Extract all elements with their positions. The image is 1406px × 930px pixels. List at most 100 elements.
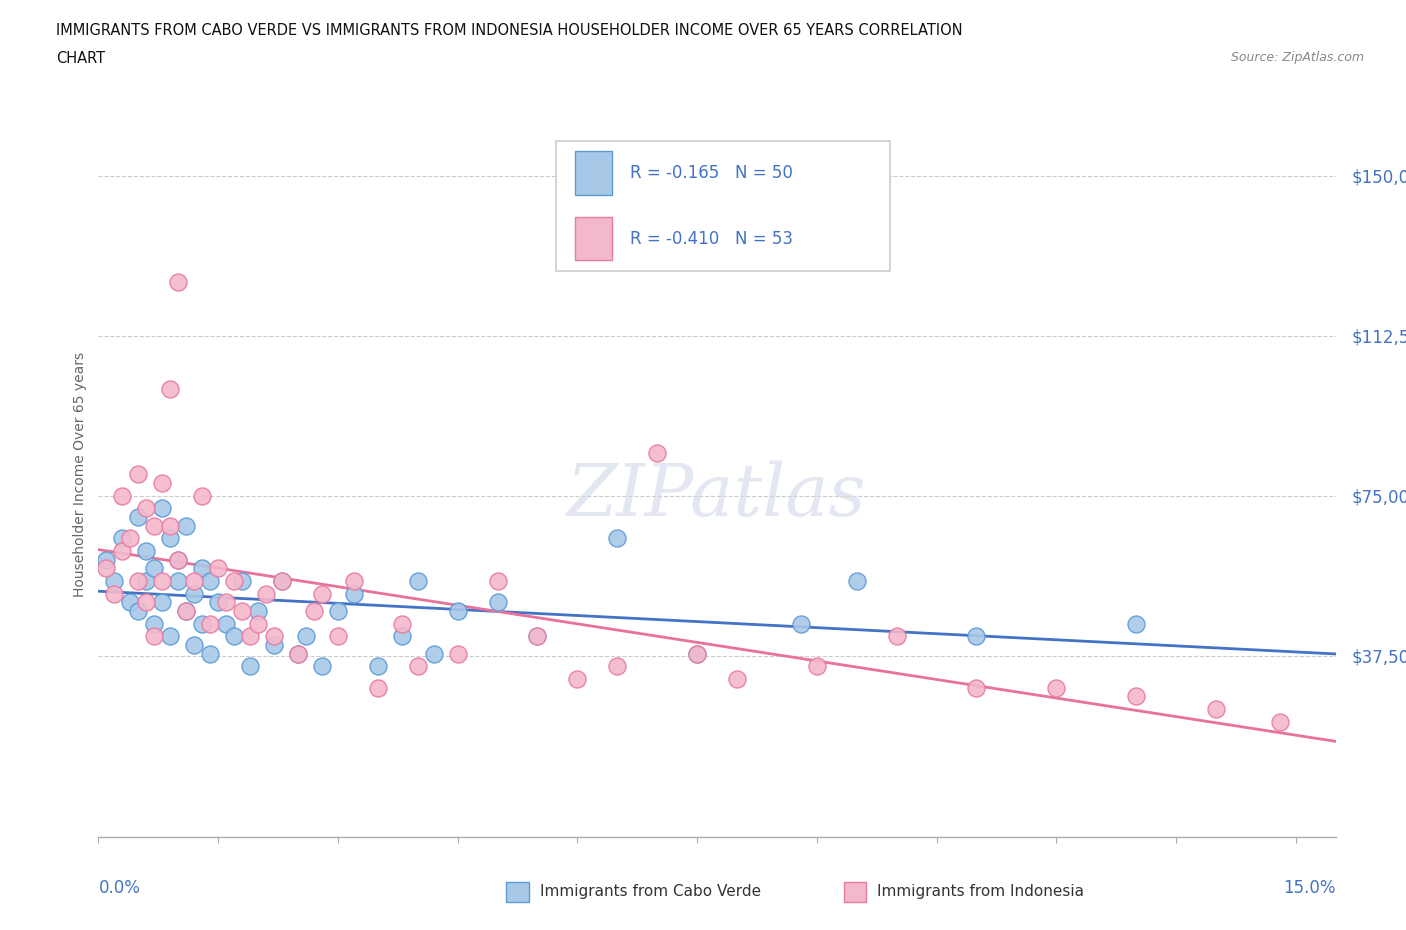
Point [127,604,149,618]
Point [966,680,988,695]
Point [135,574,157,589]
Text: Source: ZipAtlas.com: Source: ZipAtlas.com [1230,51,1364,64]
Point [207,561,229,576]
Point [367,680,389,695]
Point [311,586,333,601]
Point [135,501,157,516]
Point [606,531,628,546]
Point [135,544,157,559]
Point [191,488,214,503]
Text: CHART: CHART [56,51,105,66]
Point [159,518,181,533]
Point [391,617,413,631]
Point [135,595,157,610]
Y-axis label: Householder Income Over 65 years: Householder Income Over 65 years [73,352,87,597]
Point [167,574,190,589]
Text: 0.0%: 0.0% [98,879,141,897]
Text: IMMIGRANTS FROM CABO VERDE VS IMMIGRANTS FROM INDONESIA HOUSEHOLDER INCOME OVER : IMMIGRANTS FROM CABO VERDE VS IMMIGRANTS… [56,23,963,38]
Point [845,574,868,589]
Text: Immigrants from Cabo Verde: Immigrants from Cabo Verde [540,884,761,899]
Point [150,595,173,610]
Point [311,658,333,673]
Point [263,638,285,653]
Point [198,646,221,661]
Point [96,561,118,576]
FancyBboxPatch shape [575,152,612,195]
Point [111,488,134,503]
Point [174,604,197,618]
Point [1268,714,1291,729]
Point [167,552,190,567]
Text: R = -0.410   N = 53: R = -0.410 N = 53 [630,230,793,247]
Point [326,629,349,644]
Point [159,381,181,396]
Point [231,574,253,589]
Point [486,595,509,610]
Point [103,574,125,589]
Point [239,658,262,673]
Point [1125,689,1147,704]
Point [174,518,197,533]
Point [790,617,813,631]
Point [215,595,238,610]
Point [120,595,142,610]
Point [725,671,748,686]
Point [143,629,166,644]
Point [143,561,166,576]
Point [224,629,246,644]
Point [486,574,509,589]
Point [167,552,190,567]
Point [367,658,389,673]
Point [191,561,214,576]
Point [127,467,149,482]
Point [111,544,134,559]
Text: ZIPatlas: ZIPatlas [567,460,868,531]
Point [96,552,118,567]
Point [183,574,205,589]
Text: R = -0.165   N = 50: R = -0.165 N = 50 [630,165,793,182]
Point [127,510,149,525]
Point [1205,701,1227,716]
Point [183,586,205,601]
Point [446,646,468,661]
Point [406,574,429,589]
Point [422,646,444,661]
FancyBboxPatch shape [557,140,890,272]
Point [886,629,908,644]
Point [159,531,181,546]
Point [207,595,229,610]
Point [143,617,166,631]
Point [127,574,149,589]
Point [343,574,366,589]
Point [287,646,309,661]
Point [247,604,270,618]
Point [247,617,270,631]
Point [215,617,238,631]
Point [254,586,277,601]
Point [295,629,318,644]
Point [526,629,548,644]
Point [526,629,548,644]
Point [391,629,413,644]
Point [686,646,709,661]
Point [1125,617,1147,631]
Point [174,604,197,618]
Point [686,646,709,661]
Point [263,629,285,644]
Point [103,586,125,601]
Point [150,501,173,516]
Point [150,574,173,589]
Point [111,531,134,546]
Text: Immigrants from Indonesia: Immigrants from Indonesia [877,884,1084,899]
Point [159,629,181,644]
Point [198,574,221,589]
Point [167,275,190,290]
Point [231,604,253,618]
Point [239,629,262,644]
Point [446,604,468,618]
Point [1045,680,1067,695]
Point [198,617,221,631]
Point [645,445,668,460]
Point [271,574,294,589]
Point [191,617,214,631]
